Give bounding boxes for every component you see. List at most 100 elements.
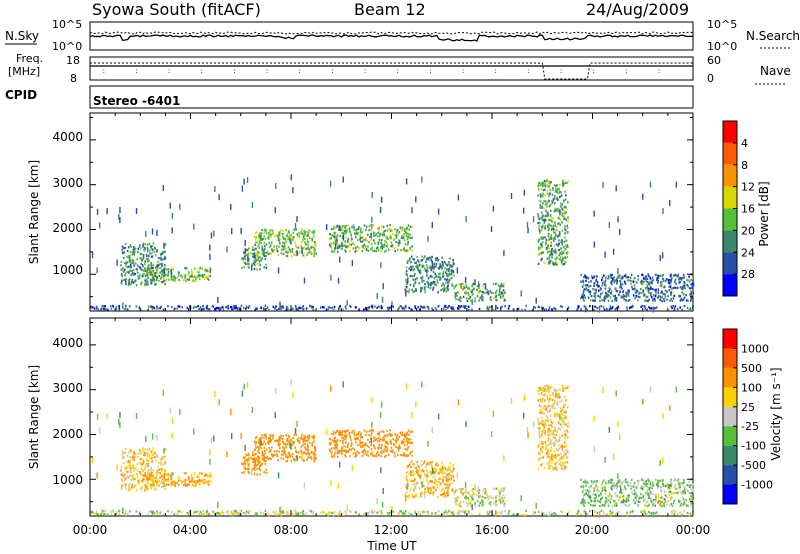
velocity-mark [412,483,415,486]
velocity-mark [300,437,302,440]
power-mark [427,235,429,242]
velocity-mark [557,427,559,430]
power-mark [174,278,176,281]
power-mark [434,274,437,277]
power-mark [560,262,563,265]
power-mark [240,304,243,307]
velocity-mark [184,478,187,481]
velocity-mark [358,452,360,455]
power-mark [508,304,511,308]
power-mark [303,230,306,233]
power-mark [342,176,344,183]
power-mark [555,228,558,232]
velocity-mark [303,451,306,454]
velocity-mark [290,460,293,463]
power-mark [643,293,646,297]
velocity-mark [201,472,203,475]
velocity-mark [298,437,300,440]
power-mark [233,306,235,309]
power-mark [195,279,197,282]
power-mark [339,234,342,238]
power-mark [629,279,631,282]
velocity-mark [126,454,129,458]
power-mark [601,299,604,302]
power-mark [664,295,667,298]
power-mark [548,193,551,196]
power-mark [128,281,131,284]
power-mark [634,297,636,300]
power-mark [303,234,306,237]
velocity-mark [378,431,381,434]
power-mark [555,250,557,254]
power-mark [620,295,623,298]
power-mark [389,229,392,232]
power-mark [363,239,365,242]
velocity-mark [181,481,183,484]
velocity-mark [170,482,173,485]
power-mark [329,233,331,236]
power-mark [163,250,166,253]
velocity-mark [127,460,130,463]
velocity-mark [555,438,557,441]
power-mark [295,246,298,249]
nave-dip-mark: : [527,67,529,75]
power-mark [544,194,546,197]
power-mark [482,291,485,294]
power-mark [246,177,249,184]
power-mark [132,268,135,271]
velocity-mark [137,456,139,459]
power-mark [350,243,353,246]
power-mark [134,250,136,253]
power-mark [378,227,380,230]
nave-tick-top: 60 [707,54,721,67]
power-mark [557,187,559,191]
power-mark [543,207,545,210]
power-mark [409,225,412,228]
power-mark [617,293,620,296]
power-mark [642,193,644,200]
power-mark [411,236,413,240]
velocity-mark [550,439,553,442]
power-mark [649,181,652,188]
power-mark [407,240,410,244]
power-mark [131,251,134,254]
power-mark [373,234,375,237]
velocity-mark [258,461,260,465]
velocity-mark [483,487,485,491]
velocity-mark [270,453,273,456]
velocity-mark [436,462,439,465]
velocity-mark [271,454,274,457]
power-mark [540,245,543,248]
velocity-mark [589,495,592,498]
power-mark [415,288,417,291]
power-mark [173,308,175,311]
velocity-mark [543,385,546,388]
velocity-mark [553,454,555,457]
power-mark [380,305,382,308]
power-mark [355,232,358,235]
power-mark [447,288,449,291]
power-mark [404,288,406,291]
velocity-mark [466,502,468,505]
power-mark [142,257,145,260]
velocity-mark [443,489,446,492]
power-mark [561,250,563,253]
power-mark [557,216,560,219]
velocity-mark [454,490,457,493]
velocity-mark [146,476,149,479]
power-mark [449,264,451,267]
power-mark [495,291,497,294]
velocity-mark [276,455,279,458]
power-mark [336,224,338,227]
power-mark [354,233,357,236]
velocity-mark [537,418,539,421]
velocity-mark [355,441,357,444]
power-mark [163,274,166,277]
velocity-mark [604,486,606,489]
velocity-mark [564,422,567,426]
power-mark [540,229,543,232]
power-mark [610,308,612,312]
power-mark [593,210,595,217]
velocity-mark [540,400,542,403]
velocity-mark [560,407,562,410]
